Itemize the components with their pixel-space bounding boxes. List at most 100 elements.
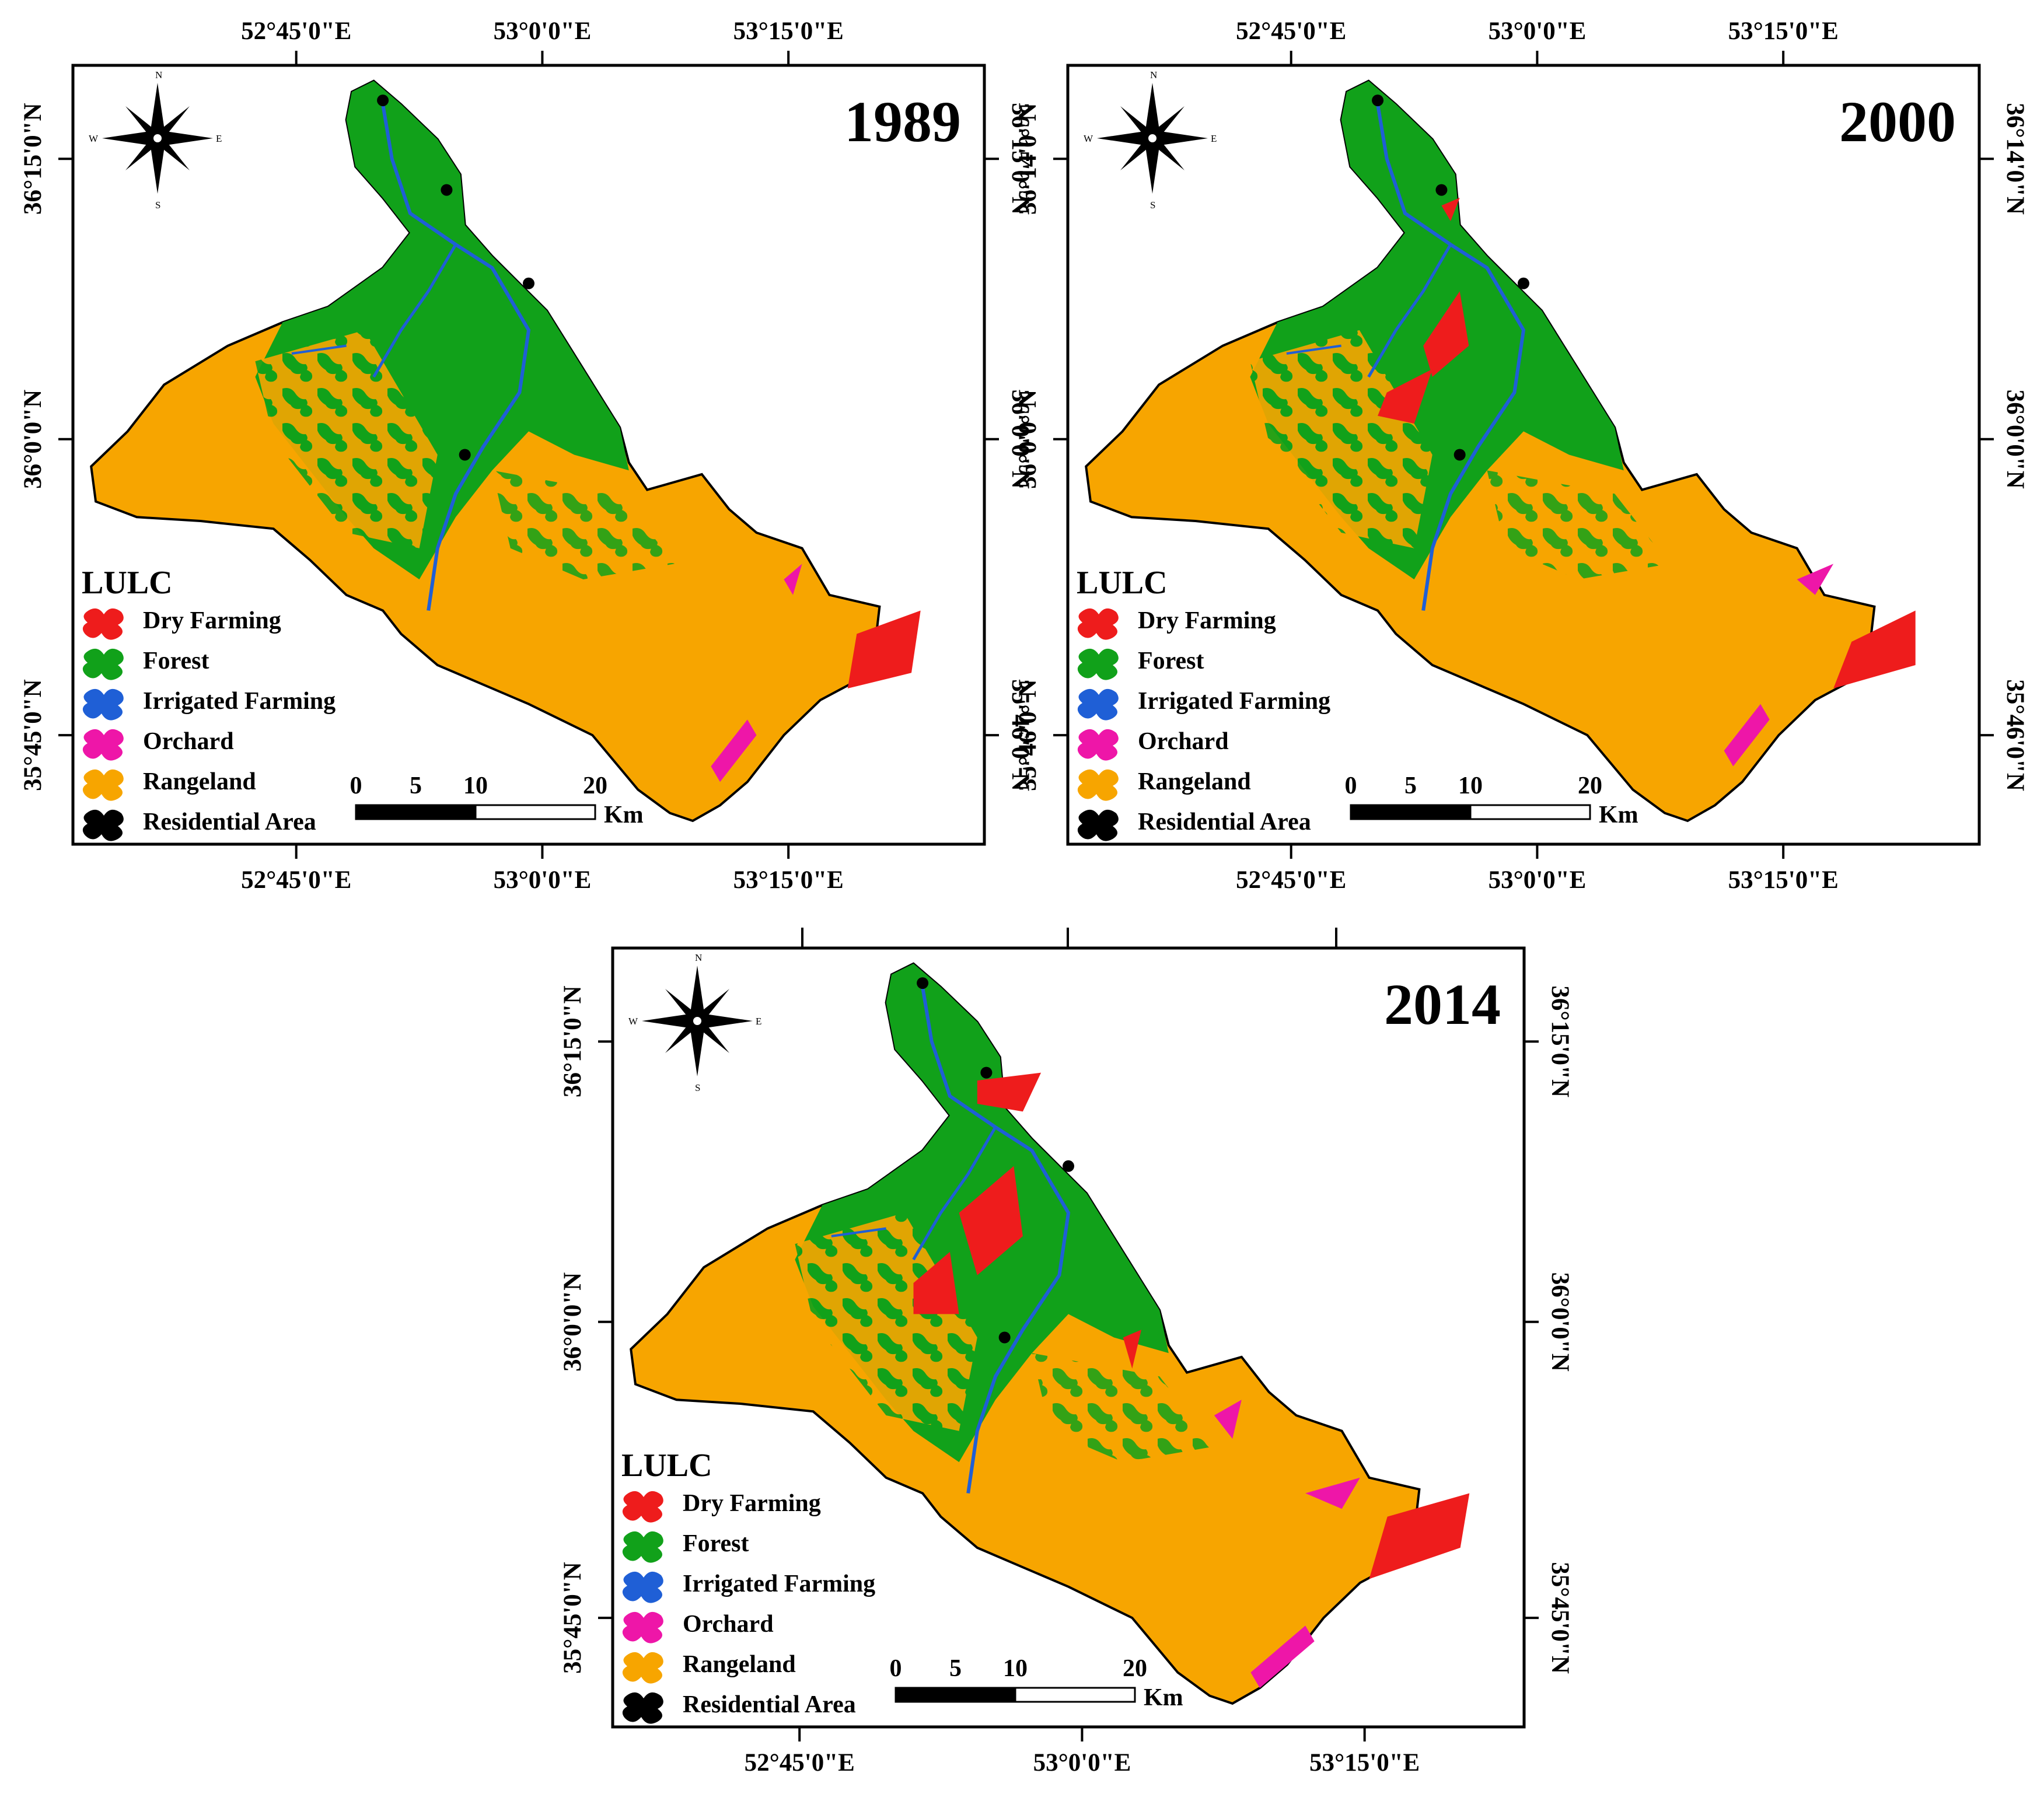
compass-hub	[692, 1016, 703, 1026]
left-latitude-label: 36°15'0"N	[559, 985, 586, 1097]
scale-tick-label: 5	[1404, 772, 1417, 799]
bottom-longitude-label: 53°15'0"E	[1309, 1749, 1420, 1776]
dry-farming-patch	[1833, 610, 1916, 688]
bottom-longitude-label: 53°15'0"E	[733, 866, 844, 894]
orchard-patch	[1724, 704, 1770, 767]
scale-tick-label: 0	[1345, 772, 1357, 799]
left-latitude-label: 36°0'0"N	[559, 1272, 586, 1372]
scale-bar-white	[1014, 1687, 1136, 1703]
right-latitude-label: 35°46'0"N	[1007, 679, 1034, 791]
scale-bar-black	[355, 804, 477, 820]
bottom-longitude-label: 52°45'0"E	[241, 866, 351, 894]
dry-farming-patch	[1423, 291, 1469, 377]
irrigated-channel	[1367, 243, 1452, 378]
residential-area-legend-label: Residential Area	[683, 1691, 856, 1718]
irrigated-channel	[381, 104, 531, 611]
irrigated-farming-legend-label: Irrigated Farming	[1138, 688, 1330, 715]
irrigated-farming-swatch-icon	[622, 1571, 663, 1603]
bottom-longitude-label: 53°0'0"E	[1489, 866, 1587, 894]
irrigated-channel	[921, 987, 1071, 1494]
irrigated-channel	[831, 1227, 886, 1237]
lulc-legend: LULC Dry Farming Forest Irrigated Farming Or…	[82, 565, 336, 841]
right-latitude-label: 36°0'0"N	[1546, 1272, 1574, 1372]
compass-s-label: S	[1150, 200, 1155, 211]
rangeland-legend-label: Rangeland	[143, 768, 256, 795]
scale-bar-white	[1469, 804, 1591, 820]
orchard-swatch-icon	[1077, 729, 1119, 761]
bottom-longitude-label: 52°45'0"E	[1236, 866, 1346, 894]
irrigated-channel	[291, 344, 347, 355]
year-label: 2014	[1384, 972, 1501, 1037]
residential-area-swatch-icon	[1077, 809, 1119, 841]
right-latitude-label: 36°15'0"N	[1007, 103, 1034, 215]
scale-tick-label: 10	[1003, 1655, 1028, 1682]
residential-patch	[980, 1066, 993, 1079]
left-latitude-label: 35°45'0"N	[19, 679, 47, 791]
right-latitude-label: 36°14'0"N	[2001, 103, 2029, 215]
scale-tick-label: 5	[410, 772, 422, 799]
dry-farming-patch	[847, 610, 921, 688]
residential-patch	[459, 449, 471, 461]
dry-farming-legend-label: Dry Farming	[143, 607, 281, 634]
scale-unit-label: Km	[1599, 802, 1638, 828]
top-longitude-label: 53°15'0"E	[733, 18, 844, 45]
irrigated-farming-legend-label: Irrigated Farming	[143, 688, 336, 715]
rangeland-legend-label: Rangeland	[683, 1651, 796, 1678]
residential-patch	[998, 1331, 1011, 1344]
top-longitude-label: 53°15'0"E	[1728, 18, 1839, 45]
orchard-patch	[784, 564, 802, 595]
forest-mixed-area	[1487, 470, 1669, 580]
irrigated-farming-swatch-icon	[82, 688, 124, 721]
bottom-longitude-label: 53°15'0"E	[1728, 866, 1839, 894]
orchard-patch	[711, 719, 757, 782]
scale-unit-label: Km	[1144, 1684, 1183, 1711]
top-longitude-label: 53°0'0"E	[1489, 18, 1587, 45]
forest-legend-label: Forest	[683, 1530, 749, 1557]
orchard-patch	[1214, 1400, 1242, 1439]
compass-n-label: N	[155, 69, 162, 81]
residential-patch	[1435, 184, 1448, 196]
forest-swatch-icon	[1077, 648, 1119, 680]
right-latitude-label: 36°15'0"N	[1546, 985, 1574, 1097]
residential-patch	[1518, 277, 1529, 289]
bottom-longitude-label: 53°0'0"E	[1033, 1749, 1131, 1776]
scale-tick-label: 20	[583, 772, 607, 799]
orchard-swatch-icon	[622, 1611, 663, 1643]
compass-w-label: W	[628, 1016, 638, 1027]
legend-title: LULC	[621, 1447, 712, 1484]
residential-area-legend-label: Residential Area	[143, 809, 316, 835]
forest-legend-label: Forest	[1138, 648, 1204, 674]
top-longitude-label: 52°45'0"E	[1236, 18, 1346, 45]
compass-s-label: S	[155, 200, 160, 211]
map-panel-1989: 1989 N S E W LULC Dry Farming Forest Irrigated F…	[19, 18, 1034, 894]
forest-mixed-area	[255, 330, 438, 548]
residential-patch	[523, 277, 534, 289]
dry-farming-patch	[1378, 369, 1432, 424]
dry-farming-legend-label: Dry Farming	[1138, 607, 1276, 634]
orchard-legend-label: Orchard	[683, 1611, 774, 1638]
compass-hub	[152, 133, 163, 144]
left-latitude-label: 36°14'0"N	[1014, 103, 1042, 215]
compass-e-label: E	[216, 133, 222, 144]
scale-bar-black	[895, 1687, 1016, 1703]
orchard-legend-label: Orchard	[1138, 728, 1229, 755]
scale-bar-white	[474, 804, 596, 820]
right-latitude-label: 35°45'0"N	[1546, 1562, 1574, 1674]
map-panel-2000: 2000 N S E W LULC Dry Farming Forest Irrigated F…	[1014, 18, 2029, 894]
scale-tick-label: 0	[890, 1655, 902, 1682]
scale-tick-label: 10	[1458, 772, 1483, 799]
irrigated-channel	[912, 1126, 997, 1261]
rangeland-legend-label: Rangeland	[1138, 768, 1251, 795]
rangeland-swatch-icon	[82, 769, 124, 801]
bottom-longitude-label: 52°45'0"E	[745, 1749, 855, 1776]
left-latitude-label: 36°15'0"N	[19, 103, 47, 215]
dry-farming-swatch-icon	[82, 608, 124, 640]
dry-farming-patch	[913, 1251, 959, 1314]
irrigated-farming-legend-label: Irrigated Farming	[683, 1571, 875, 1597]
bottom-longitude-label: 53°0'0"E	[494, 866, 592, 894]
residential-patch	[1063, 1160, 1074, 1172]
residential-patch	[1372, 95, 1384, 107]
